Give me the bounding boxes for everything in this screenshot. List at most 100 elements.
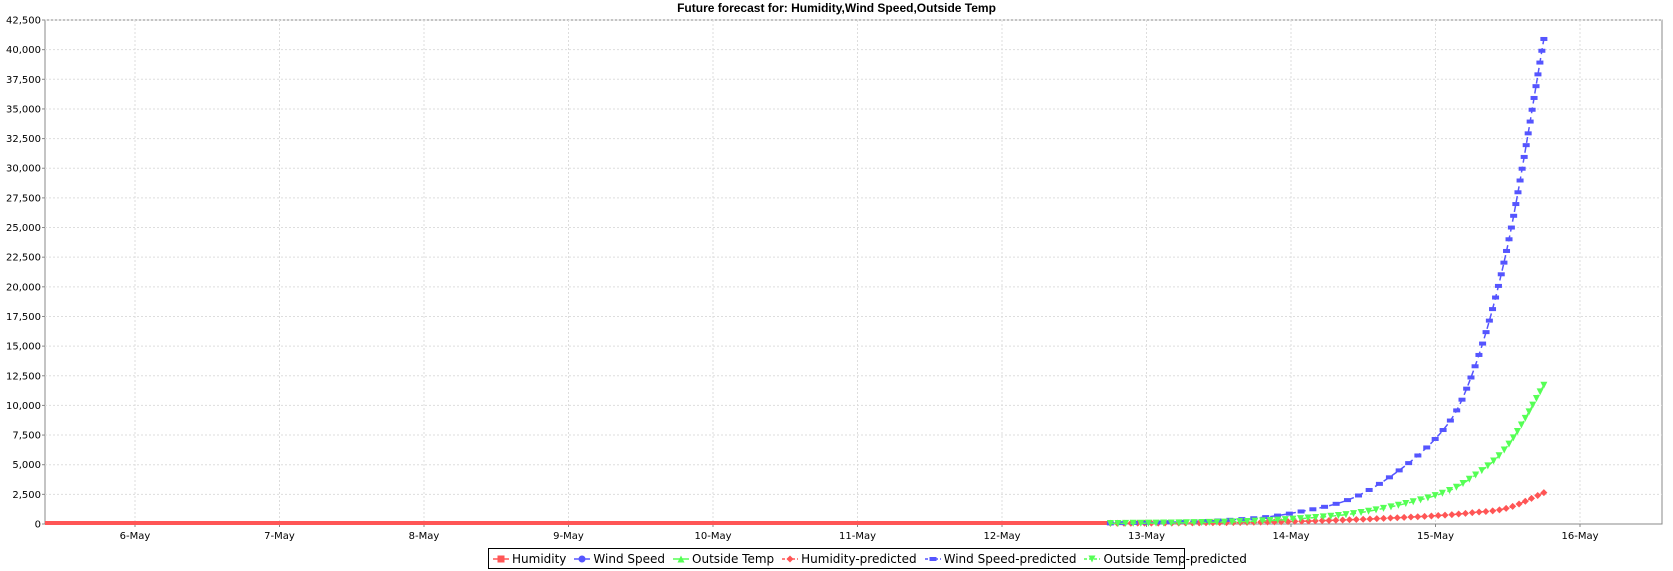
series-point-5 [1129,519,1137,527]
series-point-5 [1243,517,1251,525]
series-point-3 [1495,506,1503,514]
series-point-5 [1424,494,1432,502]
series-point-5 [1221,518,1229,526]
series-point-5 [1342,511,1350,519]
series-point-4 [1520,154,1528,159]
series-point-5 [1319,513,1327,521]
series-point-4 [1492,295,1500,300]
legend-label: Wind Speed [593,551,666,566]
series-point-4 [1365,487,1373,492]
x-tick-label: 12-May [983,531,1020,542]
series-point-3 [1534,491,1542,499]
series-point-4 [1202,519,1210,524]
series-point-5 [1402,500,1410,508]
series-point-3 [1427,512,1435,520]
series-point-3 [1373,515,1381,523]
series-point-5 [1505,440,1513,448]
series-point-4 [1439,428,1447,433]
series-point-4 [1463,386,1471,391]
series-point-3 [1352,516,1360,524]
series-point-5 [1259,517,1267,525]
series-point-4 [1446,418,1454,423]
series-point-4 [1516,178,1524,183]
series-point-5 [1472,471,1480,479]
series-point-4 [1489,307,1497,312]
series-point-4 [1482,330,1490,335]
series-point-3 [1366,515,1374,523]
series-point-4 [1458,397,1466,402]
series-point-5 [1205,518,1213,526]
series-point-5 [1289,515,1297,523]
legend-label: Humidity-predicted [801,551,917,566]
series-point-3 [1400,513,1408,521]
series-point-5 [1478,467,1486,475]
y-tick-label: 2,500 [12,490,41,501]
series-point-5 [1495,452,1503,460]
series-point-3 [1311,517,1319,525]
series-point-5 [1198,519,1206,527]
series-point-4 [1297,509,1305,514]
series-point-3 [1305,517,1313,525]
chart-title: Future forecast for: Humidity,Wind Speed… [677,1,996,15]
series-point-3 [1345,516,1353,524]
x-tick-label: 10-May [694,531,731,542]
series-point-5 [1160,519,1168,527]
y-axis-ticks: 0 2,500 5,000 7,500 10,000 12,500 15,000 17,500… [6,16,45,531]
x-axis-ticks: 6-May 7-May 8-May 9-May 10-May 11-May 12-May 13… [120,524,1599,542]
series-point-5 [1409,498,1417,506]
series-point-5 [1152,519,1160,527]
series-point-5 [1350,510,1358,518]
legend-label: Wind Speed-predicted [943,551,1077,566]
series-point-4 [1471,364,1479,369]
series-point-4 [1485,318,1493,323]
series-point-5 [1452,483,1460,491]
series-point-4 [1514,190,1522,195]
series-point-4 [1475,352,1483,357]
series-point-5 [1525,408,1533,416]
series-point-3 [1434,512,1442,520]
legend-swatch [493,555,509,562]
y-tick-label: 35,000 [6,104,41,115]
series-point-5 [1490,457,1498,465]
series-point-4 [1321,504,1329,509]
series-point-5 [1228,518,1236,526]
y-tick-label: 0 [35,520,41,531]
series-point-4 [1309,507,1317,512]
y-tick-label: 20,000 [6,282,41,293]
legend-swatch-marker [786,555,794,562]
legend-swatch [782,555,799,562]
series-point-5 [1394,501,1402,509]
series-point-5 [1114,519,1122,527]
legend-swatch [924,556,941,561]
series-point-5 [1213,518,1221,526]
series-point-4 [1524,131,1532,136]
series-point-5 [1357,508,1365,516]
series-point-5 [1334,511,1342,519]
series-point-3 [1441,511,1449,519]
series-point-3 [1528,494,1536,502]
series-point-5 [1380,504,1388,512]
series-point-4 [1395,468,1403,473]
series-point-5 [1465,475,1473,483]
legend-label: Outside Temp-predicted [1103,551,1247,566]
series-point-4 [1453,408,1461,413]
series-point-5 [1500,446,1508,454]
series-point-5 [1304,514,1312,522]
series-point-5 [1281,516,1289,524]
series-point-3 [1421,512,1429,520]
series-point-4 [1355,493,1363,498]
legend-item: Wind Speed [574,552,665,566]
series-point-5 [1438,489,1446,497]
series-point-5 [1536,388,1544,396]
series-point-4 [1534,72,1542,77]
series-point-5 [1190,519,1198,527]
series-point-5 [1513,427,1521,435]
series-point-5 [1144,519,1152,527]
x-tick-label: 6-May [120,531,151,542]
series-point-3 [1468,509,1476,517]
series-point-4 [1479,341,1487,346]
series-point-4 [1414,453,1422,458]
series-point-3 [1515,500,1523,508]
legend-swatch-marker [578,555,586,562]
